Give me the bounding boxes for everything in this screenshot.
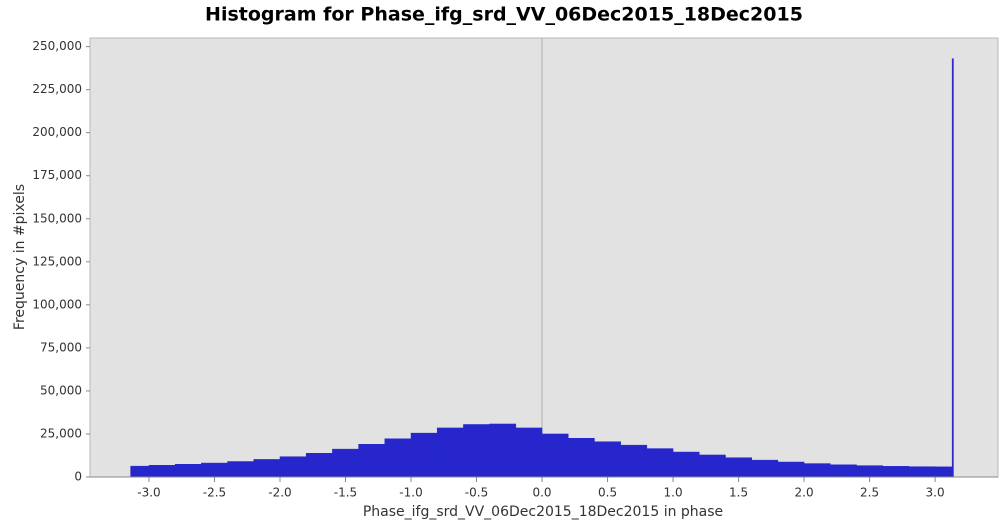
x-tick-label: 0.0 (532, 486, 551, 500)
histogram-bar (699, 454, 726, 478)
histogram-bar (934, 466, 953, 478)
x-tick-label: -2.0 (268, 486, 291, 500)
y-axis-label: Frequency in #pixels (12, 184, 28, 330)
histogram-bar (174, 464, 202, 478)
histogram-bar (777, 461, 805, 478)
histogram-bar (332, 448, 359, 478)
y-tick-label: 250,000 (32, 39, 82, 53)
x-tick-label: -1.5 (334, 486, 357, 500)
y-tick-label: 125,000 (32, 254, 82, 268)
x-tick-label: -3.0 (137, 486, 160, 500)
histogram-bar (856, 465, 883, 478)
y-tick-label: 150,000 (32, 211, 82, 225)
histogram-bar (410, 432, 438, 478)
histogram-bar (436, 427, 464, 478)
x-tick-label: 1.5 (729, 486, 748, 500)
histogram-bar (358, 444, 386, 478)
x-tick-label: 2.5 (860, 486, 879, 500)
y-tick-label: 0 (74, 470, 82, 484)
histogram-bar (130, 465, 150, 478)
histogram-bar (541, 433, 569, 478)
histogram-bar (672, 451, 700, 478)
histogram-bar (253, 459, 281, 478)
x-tick-label: -2.5 (203, 486, 226, 500)
histogram-bar (489, 423, 517, 478)
histogram-bar (646, 448, 674, 478)
y-tick-label: 175,000 (32, 168, 82, 182)
histogram-bar (908, 466, 936, 478)
histogram-bar (305, 452, 333, 478)
histogram-bar (384, 438, 412, 478)
y-tick-label: 50,000 (40, 383, 82, 397)
y-tick-label: 75,000 (40, 340, 82, 354)
histogram-bar (227, 461, 255, 478)
histogram-bar (515, 427, 543, 478)
histogram-bar (279, 456, 307, 478)
x-tick-label: 1.0 (664, 486, 683, 500)
y-tick-label: 200,000 (32, 125, 82, 139)
x-tick-label: -1.0 (399, 486, 422, 500)
x-tick-label: 0.5 (598, 486, 617, 500)
x-axis-label: Phase_ifg_srd_VV_06Dec2015_18Dec2015 in … (363, 504, 723, 520)
histogram-bar (148, 465, 176, 478)
histogram-bar (594, 441, 621, 478)
histogram-bar (201, 462, 228, 478)
histogram-bar (620, 444, 648, 478)
histogram-bar (830, 464, 857, 478)
y-tick-label: 25,000 (40, 426, 82, 440)
histogram-bar (463, 424, 490, 478)
histogram-bar (882, 466, 910, 478)
x-tick-label: -0.5 (465, 486, 488, 500)
y-tick-label: 225,000 (32, 82, 82, 96)
histogram-bar (567, 438, 595, 478)
histogram-bar (951, 58, 954, 478)
histogram-bar (725, 457, 752, 478)
x-tick-label: 3.0 (926, 486, 945, 500)
plot-area (89, 37, 999, 478)
y-tick-label: 100,000 (32, 297, 82, 311)
chart-title: Histogram for Phase_ifg_srd_VV_06Dec2015… (205, 4, 803, 26)
histogram-bar (803, 463, 831, 478)
x-tick-label: 2.0 (795, 486, 814, 500)
histogram-bar (751, 459, 779, 478)
